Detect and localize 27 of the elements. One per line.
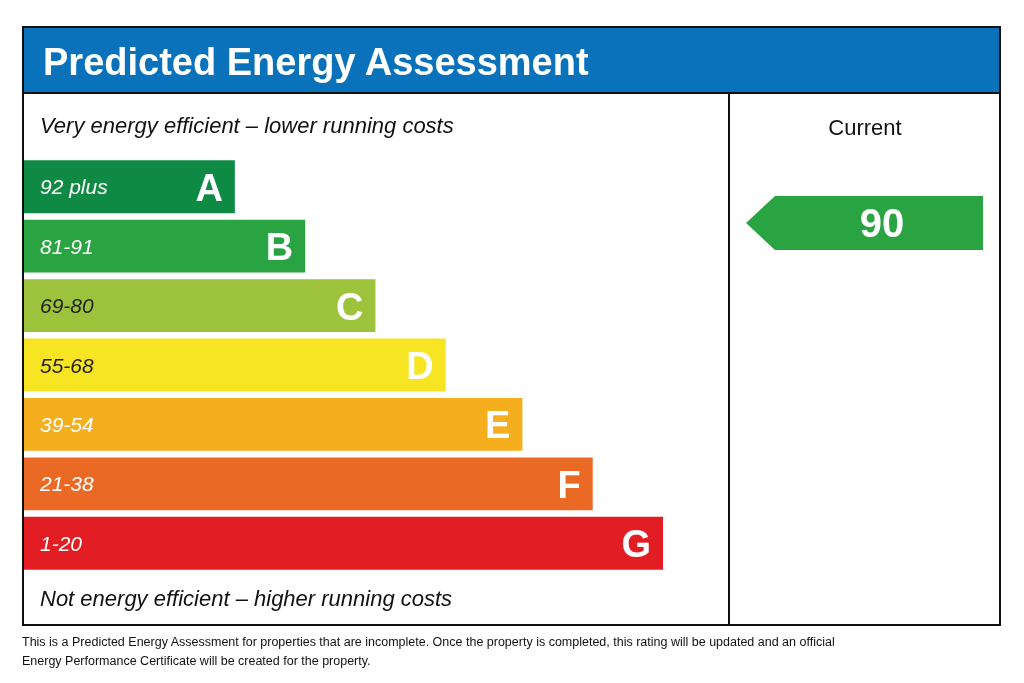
annotation: B: [265, 226, 294, 269]
annotation: G: [621, 523, 651, 566]
y-tick-label: 39-54: [40, 412, 94, 436]
bar: [24, 160, 235, 214]
chart-title: Predicted Energy Assessment: [43, 41, 589, 83]
bar: [24, 516, 663, 570]
y-tick-label: 21-38: [39, 472, 95, 496]
annotation: E: [485, 404, 511, 447]
bar: [24, 338, 446, 392]
annotation: A: [195, 166, 223, 209]
text: Current: [828, 114, 902, 140]
y-tick-label: 69-80: [40, 294, 95, 318]
annotation: C: [336, 285, 364, 328]
bar: [24, 457, 593, 511]
bar: [24, 279, 376, 333]
text: This is a Predicted Energy Assessment for properties that are incomplete. Once the property is completed, this rating will be updated and an official Energy Performance Certificate will be created for the property.: [22, 634, 839, 668]
y-tick-label: 81-91: [40, 234, 94, 258]
annotation: D: [406, 345, 434, 387]
y-tick-label: 55-68: [40, 353, 95, 377]
annotation: F: [557, 463, 581, 506]
y-tick-label: 1-20: [40, 531, 83, 555]
text: 90: [859, 201, 905, 245]
text: Very energy efficient – lower running costs: [40, 112, 454, 138]
y-tick-label: 92 plus: [40, 175, 109, 199]
bar: [24, 219, 306, 273]
text: Not energy efficient – higher running costs: [40, 585, 453, 611]
bar: [24, 397, 523, 451]
